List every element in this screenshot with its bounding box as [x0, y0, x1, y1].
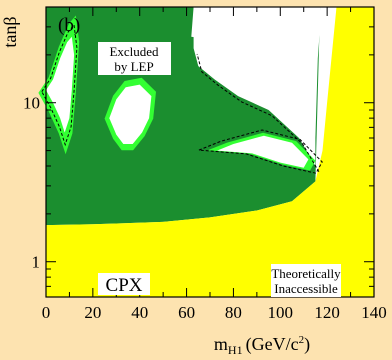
x-axis-title: mH1 (GeV/c2)	[214, 334, 310, 357]
x-tick-label: 80	[225, 303, 242, 322]
x-axis-title-unit-close: )	[304, 334, 310, 355]
x-axis-title-unit-sup: 2	[299, 334, 305, 346]
x-tick-label: 40	[131, 303, 148, 322]
allowed-region-top-right	[193, 7, 321, 166]
x-tick-label: 20	[84, 303, 101, 322]
theoretical-label-line1: Theoretically	[271, 266, 341, 281]
x-axis-ticks: 0 20 40 60 80 100 120 140	[42, 7, 387, 322]
plot-frame	[45, 6, 375, 298]
y-axis-title-symbol: β	[0, 16, 20, 25]
excluded-label-line2: by LEP	[114, 59, 153, 74]
scenario-label: CPX	[106, 275, 143, 296]
x-tick-label: 60	[178, 303, 195, 322]
allowed-region-hole	[46, 36, 75, 133]
allowed-region-hole	[109, 84, 152, 144]
plot-area	[38, 7, 374, 297]
expected-limit-line	[198, 129, 323, 174]
x-axis-title-sub: H1	[228, 343, 243, 357]
theoretical-label-line2: Inaccessible	[274, 281, 338, 296]
y-tick-label: 1	[32, 253, 41, 272]
excluded-label-box	[98, 42, 171, 75]
x-tick-label: 100	[268, 303, 294, 322]
x-tick-label: 140	[361, 303, 387, 322]
expected-limit-line	[196, 53, 320, 173]
y-axis-title: tanβ	[0, 16, 20, 47]
scenario-label-box	[98, 273, 150, 295]
theoretically-inaccessible-region	[46, 7, 374, 297]
y-axis-title-main: tan	[0, 26, 20, 48]
x-axis-title-unit: (GeV/c	[246, 334, 299, 355]
x-axis-title-main: m	[214, 334, 228, 354]
y-tick-label: 10	[23, 94, 40, 113]
allowed-region-hole	[217, 135, 309, 168]
x-tick-label: 0	[42, 303, 51, 322]
x-tick-label: 120	[314, 303, 340, 322]
theoretical-label-box	[271, 264, 341, 297]
panel-label: (b)	[58, 15, 80, 36]
excluded-label-line1: Excluded	[109, 44, 159, 59]
